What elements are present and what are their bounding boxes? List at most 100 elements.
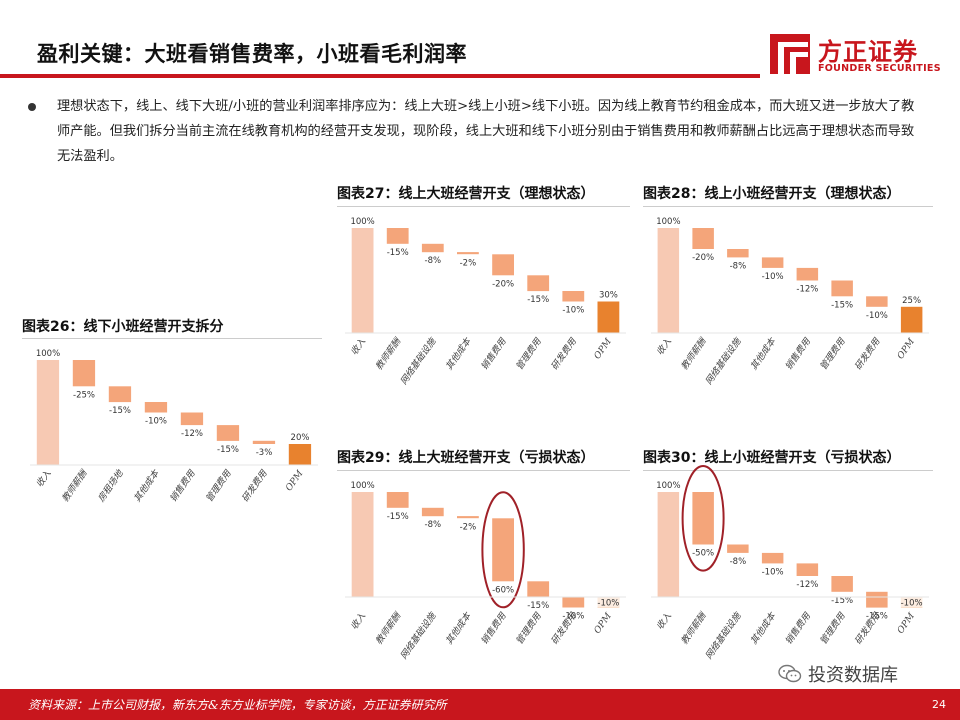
fig28-data-label: 25%: [902, 296, 921, 306]
fig26-bar: [216, 425, 240, 441]
fig30-data-label: 100%: [656, 481, 680, 491]
fig28-bar: [796, 267, 819, 281]
chart-title-fig26: 图表26：线下小班经营开支拆分: [22, 319, 224, 335]
fig26-bar: [108, 386, 132, 403]
fig29-bar: [457, 516, 479, 519]
fig27-data-label: 30%: [599, 291, 618, 301]
fig29-category-label: 网络基础设施: [398, 609, 439, 661]
fig28-bar: [831, 280, 853, 297]
chart-title-fig27: 图表27：线上大班经营开支（理想状态）: [337, 186, 595, 202]
fig28-category-label: 其他成本: [748, 336, 778, 373]
fig29-category-label: 其他成本: [444, 610, 474, 647]
fig29-category-label: 销售费用: [479, 610, 509, 647]
fig29-category-label: 教师薪酬: [373, 609, 404, 646]
fig26-category-label: 管理费用: [204, 468, 234, 505]
fig26-bar: [72, 360, 96, 387]
logo-name: 方正证券: [818, 38, 918, 66]
fig28-category-label: OPM: [896, 336, 918, 361]
waterfall-chart-fig26: 100% 收入 -25% 教师薪酬 -15% 房租场地 -10% 其他成本 -12% 销售费用 -1…: [22, 340, 322, 540]
fig29-bar: [527, 581, 550, 598]
chart-rule: [337, 470, 630, 471]
fig30-category-label: 管理费用: [818, 610, 848, 647]
page-number: 24: [932, 698, 946, 711]
fig30-category-label: OPM: [896, 611, 918, 636]
fig26-data-label: -3%: [256, 448, 273, 458]
founder-logo-icon: [770, 34, 810, 74]
bullet-text: 理想状态下，线上、线下大班/小班的营业利润率排序应为：线上大班>线上小班>线下小…: [57, 99, 915, 164]
fig26-category-label: 其他成本: [132, 468, 162, 505]
fig30-data-label: -15%: [866, 612, 888, 622]
fig30-highlight-ring: [681, 465, 725, 572]
founder-logo: 方正证券 FOUNDER SECURITIES: [768, 32, 941, 78]
fig27-category-label: OPM: [593, 336, 615, 361]
fig30-category-label: 销售费用: [783, 610, 813, 647]
fig27-category-label: 网络基础设施: [398, 335, 439, 387]
fig26-bar: [144, 402, 168, 413]
chart-rule: [643, 470, 933, 471]
chart-title-fig29: 图表29：线上大班经营开支（亏损状态）: [337, 450, 595, 466]
fig30-category-label: 其他成本: [748, 610, 778, 647]
fig27-bar: [527, 275, 550, 292]
fig28-bar: [900, 306, 923, 334]
fig29-bar: [562, 597, 585, 608]
footer-bar: [0, 689, 960, 720]
fig26-data-label: -15%: [217, 445, 239, 455]
fig28-bar: [866, 296, 888, 307]
fig27-category-label: 销售费用: [479, 336, 509, 373]
title-rule: [0, 74, 760, 78]
waterfall-chart-fig28: 100% 收入 -20% 教师薪酬 -8% 网络基础设施 -10% 其他成本 -12% 销售费用 -…: [643, 208, 933, 408]
fig29-svg: 100% 收入 -15% 教师薪酬 -8% 网络基础设施 -2% 其他成本 -60% 销售费用 -1…: [345, 481, 626, 661]
chart-title-fig28: 图表28：线上小班经营开支（理想状态）: [643, 186, 901, 202]
fig30-data-label: -8%: [730, 557, 747, 567]
fig28-data-label: -20%: [692, 253, 714, 263]
fig26-category-label: 房租场地: [96, 468, 126, 505]
fig27-data-label: 100%: [350, 217, 374, 227]
fig28-bar: [692, 228, 714, 249]
fig26-svg: 100% 收入 -25% 教师薪酬 -15% 房租场地 -10% 其他成本 -12% 销售费用 -1…: [30, 349, 318, 505]
fig26-data-label: -25%: [73, 390, 95, 400]
fig27-category-label: 管理费用: [514, 336, 544, 373]
wechat-icon: [778, 664, 802, 683]
fig30-category-label: 网络基础设施: [703, 609, 744, 661]
fig30-label-bg: [900, 597, 923, 608]
chart-rule: [643, 206, 933, 207]
fig29-highlight-ring: [481, 491, 525, 609]
watermark-text: 投资数据库: [808, 665, 898, 686]
fig28-category-label: 销售费用: [783, 336, 813, 373]
fig28-category-label: 研发费用: [853, 336, 883, 373]
fig26-bar: [288, 444, 312, 465]
fig30-category-label: 收入: [655, 611, 674, 632]
fig29-category-label: 管理费用: [514, 610, 544, 647]
fig30-bar: [866, 591, 888, 608]
fig27-bar: [492, 254, 514, 276]
fig29-label-bg: [597, 597, 620, 608]
fig26-category-label: 收入: [34, 468, 53, 489]
fig29-category-label: OPM: [593, 611, 615, 636]
fig28-data-label: -15%: [831, 300, 853, 310]
fig27-category-label: 教师薪酬: [373, 335, 404, 372]
fig30-bar: [727, 544, 749, 553]
fig29-data-label: -10%: [562, 612, 584, 622]
waterfall-chart-fig30: 100% 收入 -50% 教师薪酬 -8% 网络基础设施 -10% 其他成本 -12% 销售费用 -…: [643, 465, 933, 672]
fig26-data-label: 20%: [291, 433, 310, 443]
fig28-data-label: -8%: [730, 261, 747, 271]
fig29-data-label: -15%: [387, 512, 409, 522]
fig26-bar: [36, 360, 60, 465]
fig28-bar: [727, 249, 749, 258]
fig27-category-label: 收入: [349, 336, 368, 357]
fig28-data-label: -10%: [866, 311, 888, 321]
fig28-data-label: 100%: [656, 217, 680, 227]
chart-rule: [337, 206, 630, 207]
fig29-bar: [421, 507, 444, 517]
fig30-data-label: -50%: [692, 549, 714, 559]
fig27-svg: 100% 收入 -15% 教师薪酬 -8% 网络基础设施 -2% 其他成本 -20% 销售费用 -1…: [345, 217, 626, 387]
fig29-data-label: 100%: [350, 481, 374, 491]
fig26-data-label: -12%: [181, 429, 203, 439]
page-title: 盈利关键：大班看销售费率，小班看毛利润率: [37, 42, 467, 66]
fig26-category-label: 研发费用: [240, 468, 270, 505]
fig28-data-label: -10%: [762, 272, 784, 282]
fig30-bar: [692, 492, 714, 545]
fig26-bar: [252, 440, 276, 444]
bullet-dot: [28, 103, 36, 111]
fig28-svg: 100% 收入 -20% 教师薪酬 -8% 网络基础设施 -10% 其他成本 -12% 销售费用 -…: [651, 217, 929, 387]
